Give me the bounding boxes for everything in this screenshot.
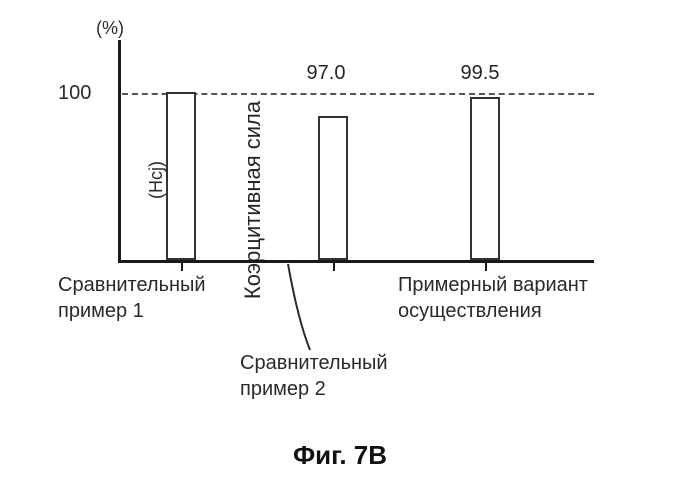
y-axis-line xyxy=(118,40,121,263)
bar-cmp1 xyxy=(166,92,196,260)
x-axis-line xyxy=(118,260,594,263)
y-tick-label-100: 100 xyxy=(58,82,91,105)
category-label-exemp: Примерный вариант осуществления xyxy=(398,272,588,324)
y-axis-title-text: Коэрцитивная сила xyxy=(240,101,265,299)
category-label-cmp2: Сравнительный пример 2 xyxy=(240,350,388,402)
x-tick-0 xyxy=(181,263,183,271)
y-axis-title: Коэрцитивная сила xyxy=(240,50,280,350)
connector-path xyxy=(288,264,310,350)
figure-caption: Фиг. 7B xyxy=(260,440,420,471)
unit-label: (%) xyxy=(96,18,124,39)
figure-root: { "chart": { "type": "bar", "y_axis_titl… xyxy=(0,0,677,500)
x-tick-2 xyxy=(485,263,487,271)
bar-cmp2 xyxy=(318,116,348,260)
category-label-cmp1: Сравнительный пример 1 xyxy=(58,272,206,324)
x-tick-1 xyxy=(333,263,335,271)
y-axis-subtitle-text: (Hcj) xyxy=(146,161,166,199)
bar-value-label-exemp: 99.5 xyxy=(450,62,510,85)
bar-value-label-cmp2: 97.0 xyxy=(296,62,356,85)
bar-exemp xyxy=(470,97,500,260)
